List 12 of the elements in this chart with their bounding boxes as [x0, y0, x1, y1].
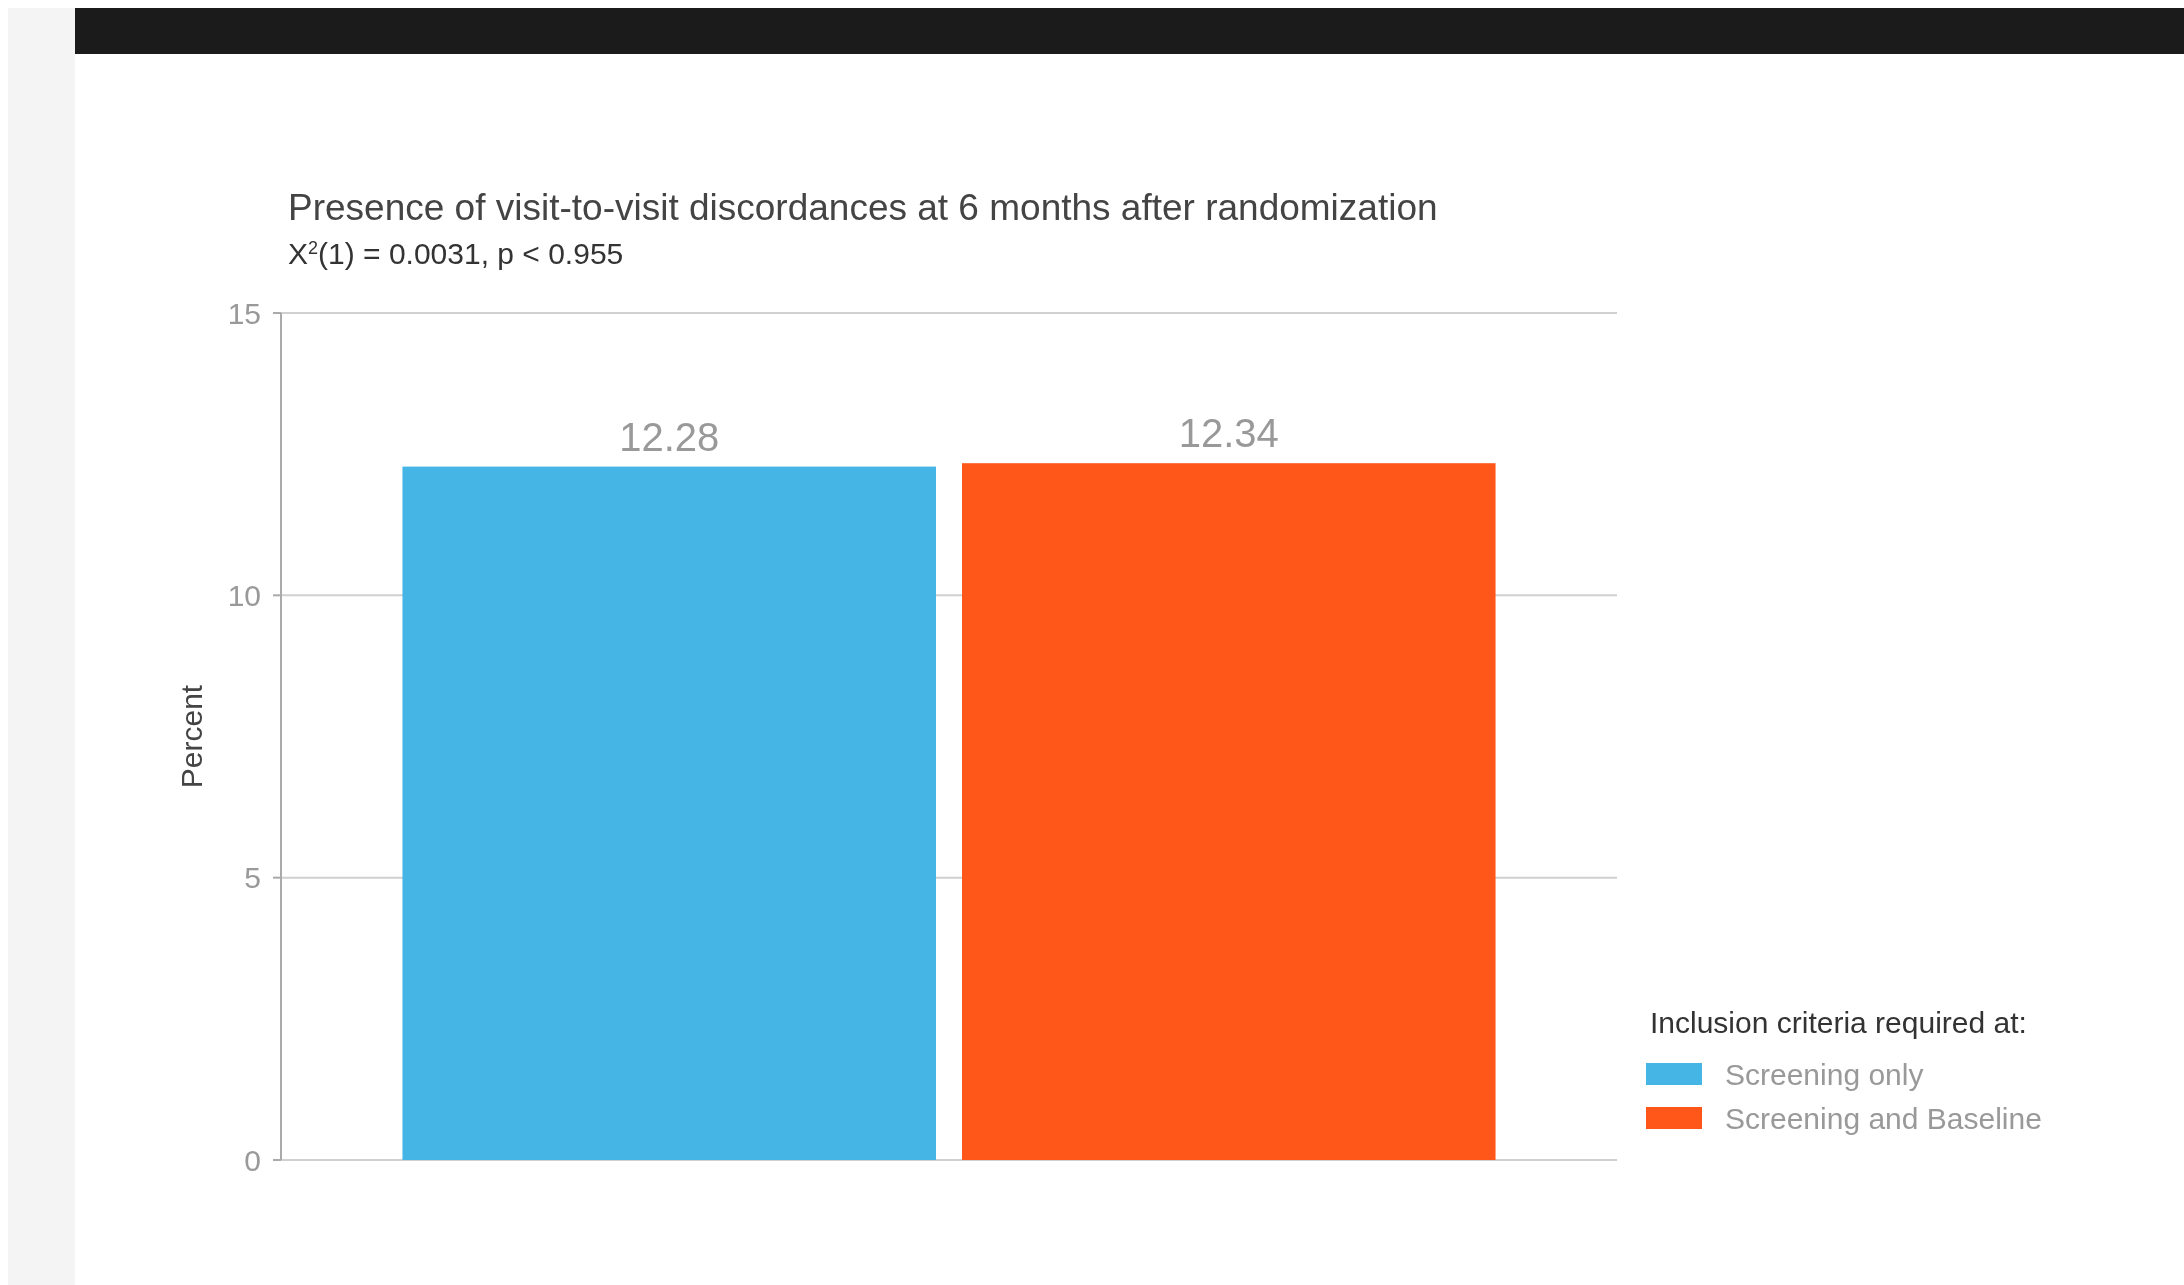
data-label: 12.28 — [619, 414, 720, 459]
y-tick-label: 5 — [244, 861, 261, 895]
data-label: 12.34 — [1178, 411, 1279, 456]
chart-title: Presence of visit-to-visit discordances at 6 months after randomization — [288, 187, 1438, 228]
y-tick-label: 0 — [244, 1143, 261, 1177]
legend-title: Inclusion criteria required at: — [1650, 1006, 2027, 1039]
legend-label: Screening only — [1725, 1057, 1924, 1091]
legend-label: Screening and Baseline — [1725, 1101, 2042, 1135]
y-tick-label: 15 — [227, 296, 261, 330]
chart-subtitle: X$^{2}$(1) = 0.0031, p < 0.955 — [288, 237, 624, 270]
y-axis-title: Percent — [175, 684, 208, 789]
y-tick-label: 10 — [227, 578, 261, 612]
